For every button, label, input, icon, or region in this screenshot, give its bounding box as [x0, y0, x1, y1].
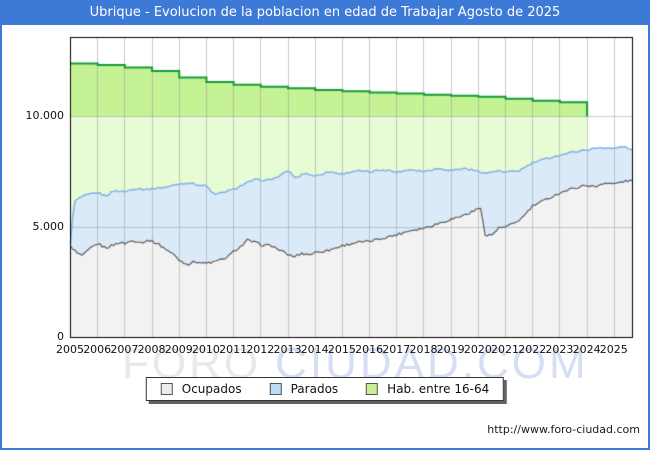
legend-item: Ocupados	[160, 382, 242, 396]
x-tick-label: 2011	[219, 343, 248, 356]
legend-swatch-icon	[160, 383, 173, 395]
legend-label: Ocupados	[181, 382, 242, 396]
x-tick-label: 2021	[491, 343, 520, 356]
legend-label: Parados	[290, 382, 339, 396]
x-tick-label: 2017	[382, 343, 411, 356]
y-tick-label: 10.000	[25, 109, 65, 122]
x-tick-label: 2019	[436, 343, 465, 356]
x-tick-label: 2010	[191, 343, 220, 356]
legend-item: Hab. entre 16-64	[366, 382, 489, 396]
footer-url[interactable]: http://www.foro-ciudad.com	[487, 423, 640, 436]
x-tick-label: 2024	[572, 343, 601, 356]
x-tick-label: 2013	[273, 343, 302, 356]
title-bar: Ubrique - Evolucion de la poblacion en e…	[0, 0, 650, 25]
legend-label: Hab. entre 16-64	[387, 382, 490, 396]
x-tick-label: 2016	[355, 343, 384, 356]
x-tick-label: 2008	[137, 343, 166, 356]
x-tick-label: 2014	[300, 343, 329, 356]
y-tick-label: 5.000	[32, 219, 65, 233]
page-title: Ubrique - Evolucion de la poblacion en e…	[89, 5, 561, 20]
x-tick-label: 2018	[409, 343, 438, 356]
y-tick-label: 0	[57, 330, 64, 343]
legend-item: Parados	[269, 382, 339, 396]
x-tick-label: 2007	[110, 343, 139, 356]
legend-swatch-icon	[366, 383, 379, 395]
x-tick-label: 2012	[246, 343, 275, 356]
legend: Ocupados Parados Hab. entre 16-64	[145, 377, 505, 401]
x-tick-label: 2006	[83, 343, 112, 356]
x-tick-label: 2022	[518, 343, 547, 356]
x-tick-label: 2020	[463, 343, 492, 356]
x-tick-label: 2015	[327, 343, 356, 356]
x-tick-label: 2005	[56, 343, 84, 356]
x-tick-label: 2023	[545, 343, 574, 356]
x-tick-label: 2009	[164, 343, 193, 356]
x-tick-label: 2025	[599, 343, 628, 356]
legend-swatch-icon	[269, 383, 282, 395]
